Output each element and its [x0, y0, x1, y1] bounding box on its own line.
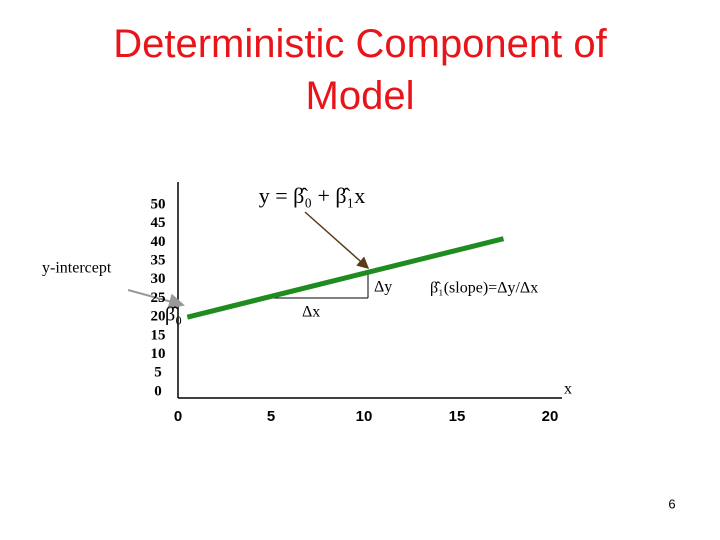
x-axis-label: x — [564, 381, 572, 398]
annotation: y-intercept — [42, 260, 112, 277]
y-tick-label: 10 — [151, 346, 166, 362]
equation-arrow — [304, 211, 370, 269]
y-tick-label: 15 — [151, 327, 166, 343]
y-tick-label: 0 — [154, 383, 162, 399]
annotation: Δy — [374, 279, 392, 296]
annotation: y = β̂₀ + β̂₁x — [259, 183, 366, 208]
x-tick-label: 0 — [174, 408, 182, 425]
x-tick-label: 15 — [449, 408, 466, 425]
x-tick-label: 5 — [267, 408, 275, 425]
slide-title: Deterministic Component of Model — [113, 22, 607, 118]
y-tick-label: 5 — [154, 365, 162, 381]
x-tick-label: 10 — [356, 408, 373, 425]
annotation: β̂₀ — [165, 304, 182, 326]
y-tick-label: 25 — [151, 290, 166, 306]
y-tick-label: 50 — [151, 196, 166, 212]
annotation: β̂₁(slope)=Δy/Δx — [430, 280, 538, 297]
y-tick-label: 45 — [151, 215, 166, 231]
page-number: 6 — [668, 496, 675, 511]
y-tick-label: 20 — [151, 309, 166, 325]
annotation: Δx — [302, 304, 320, 321]
intercept-arrow — [127, 289, 185, 310]
y-tick-label: 40 — [151, 234, 166, 250]
regression-line — [186, 236, 505, 320]
y-tick-label: 35 — [151, 253, 166, 269]
y-tick-label: 30 — [151, 271, 166, 287]
x-tick-label: 20 — [542, 408, 559, 425]
